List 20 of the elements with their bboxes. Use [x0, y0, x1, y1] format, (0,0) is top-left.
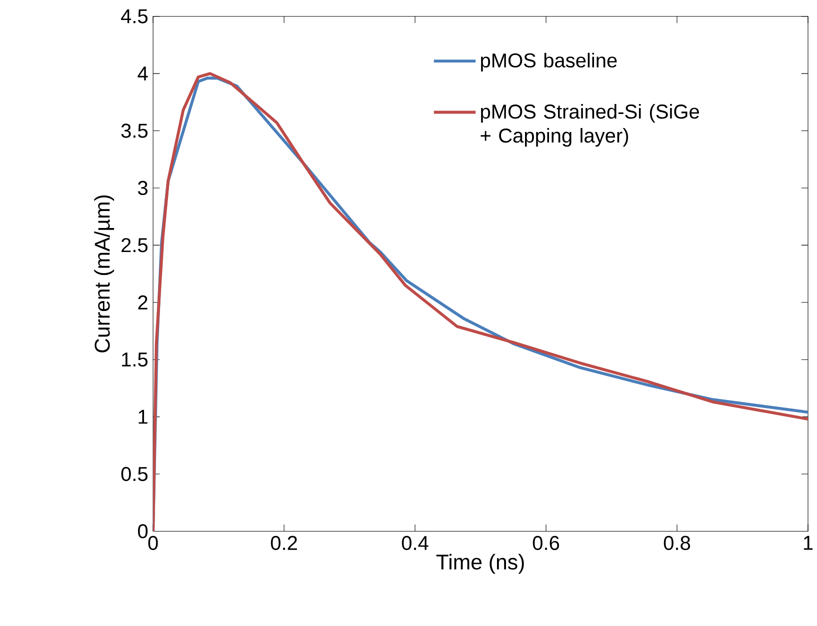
x-tick-label: 0.4	[402, 536, 428, 550]
y-tick-label: 0	[138, 524, 148, 538]
x-tick-label: 0.8	[664, 536, 690, 550]
x-tick-label: 0.6	[532, 536, 560, 550]
y-tick-label: 2	[138, 295, 148, 310]
x-axis-title: Time (ns)	[436, 554, 524, 574]
x-tick-label: 0.2	[270, 536, 297, 550]
y-tick-label: 0.5	[121, 466, 148, 481]
y-tick-label: 2.5	[122, 238, 148, 252]
legend-label: pMOS baseline	[481, 52, 617, 72]
y-tick-label: 1	[138, 410, 148, 424]
x-tick-label: 1	[804, 536, 813, 550]
y-tick-label: 3	[138, 180, 148, 195]
y-tick-label: 3.5	[121, 124, 148, 138]
y-tick-label: 4	[138, 66, 148, 80]
y-tick-label: 1.5	[122, 352, 148, 366]
legend-label: pMOS Strained-Si (SiGe + Capping layer)	[480, 104, 699, 147]
y-axis-title: Current (mA/µm)	[94, 195, 114, 352]
y-tick-label: 4.5	[121, 9, 148, 24]
x-tick-label: 0	[148, 536, 158, 550]
